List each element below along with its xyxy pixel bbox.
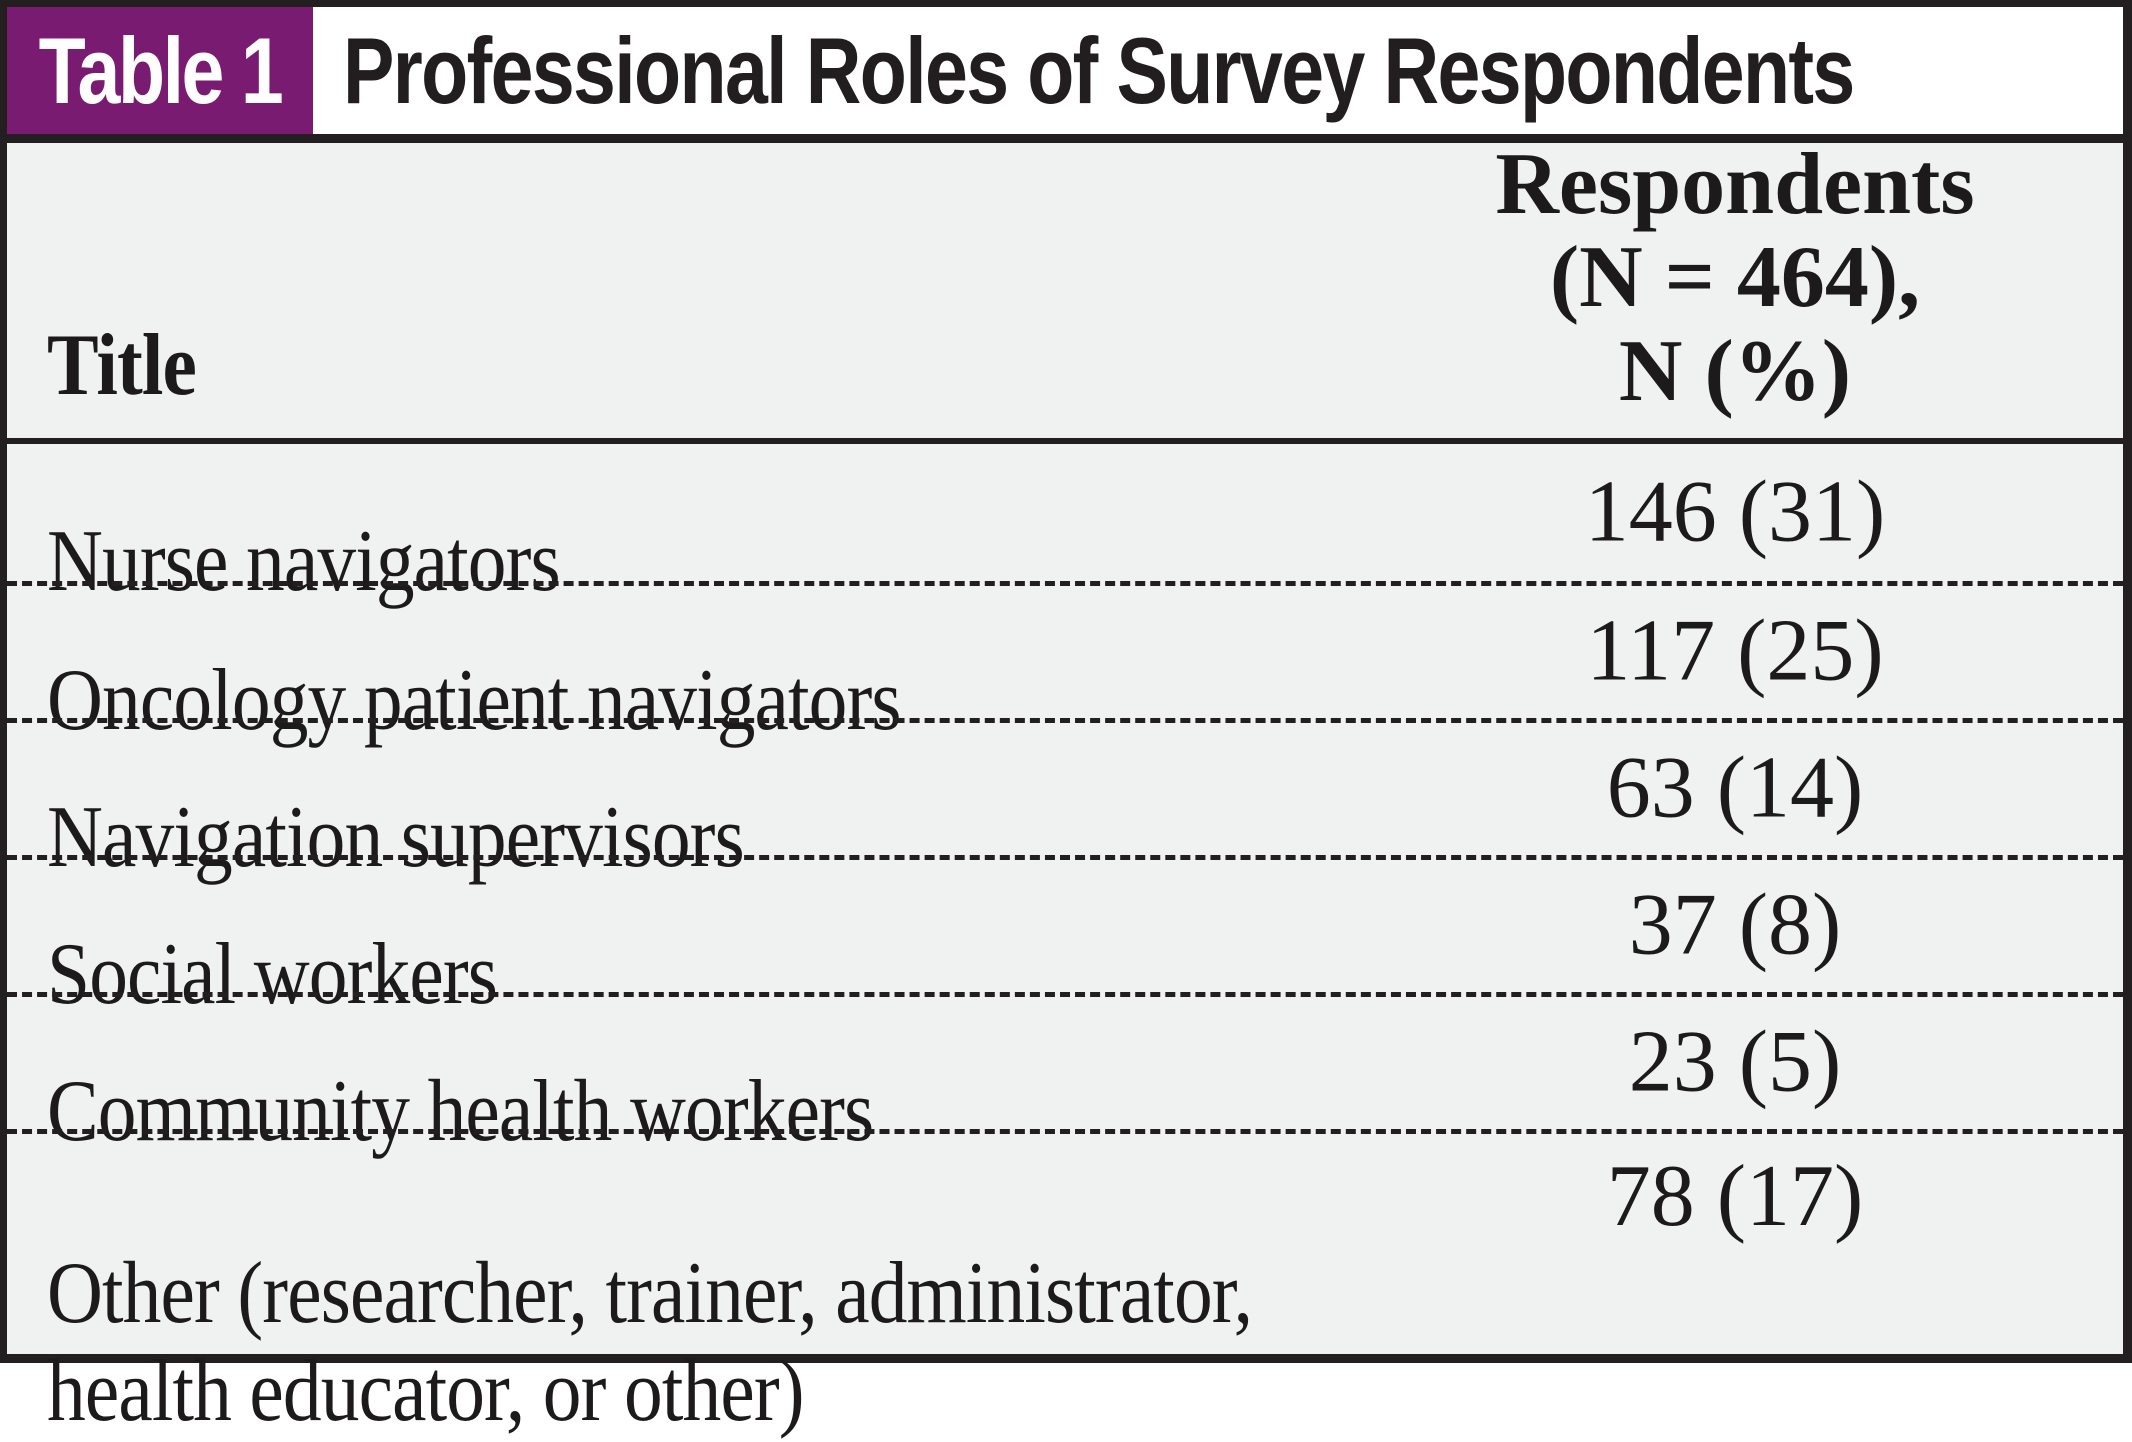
- table-title: Professional Roles of Survey Respondents: [313, 7, 2123, 134]
- row-title-cell: Other (researcher, trainer, administrato…: [47, 1244, 1253, 1441]
- table-number-label: Table 1: [38, 17, 284, 123]
- row-value-cell: 146 (31): [1584, 463, 1886, 561]
- row-value-cell: 37 (8): [1628, 876, 1842, 974]
- table-row: Nurse navigators 146 (31): [7, 444, 2123, 609]
- table: Title Respondents (N = 464), N (%) Nurse…: [7, 138, 2123, 1442]
- table-row: Social workers 37 (8): [7, 855, 2123, 1023]
- row-title-cell: Community health workers: [47, 1063, 874, 1160]
- row-value-cell: 63 (14): [1606, 739, 1864, 837]
- table-row: Community health workers 23 (5): [7, 992, 2123, 1160]
- row-title-cell: Social workers: [47, 926, 498, 1023]
- column-header-title: Title: [47, 317, 197, 415]
- row-value-cell: 23 (5): [1628, 1013, 1842, 1111]
- row-value-cell: 78 (17): [1606, 1148, 1864, 1245]
- row-value-cell: 117 (25): [1586, 602, 1884, 700]
- table-number-badge: Table 1: [7, 7, 313, 134]
- figure-header: Table 1 Professional Roles of Survey Res…: [7, 7, 2123, 143]
- table-row: Other (researcher, trainer, administrato…: [7, 1129, 2123, 1442]
- row-title-cell: Navigation supervisors: [47, 789, 745, 886]
- table-row: Oncology patient navigators 117 (25): [7, 581, 2123, 749]
- table-row: Navigation supervisors 63 (14): [7, 718, 2123, 886]
- table-title-text: Professional Roles of Survey Respondents: [343, 17, 1855, 123]
- row-title-cell: Oncology patient navigators: [47, 652, 902, 749]
- table-header-row: Title Respondents (N = 464), N (%): [7, 138, 2123, 444]
- row-title-cell: Nurse navigators: [47, 512, 561, 610]
- column-header-respondents: Respondents (N = 464), N (%): [1495, 136, 1975, 420]
